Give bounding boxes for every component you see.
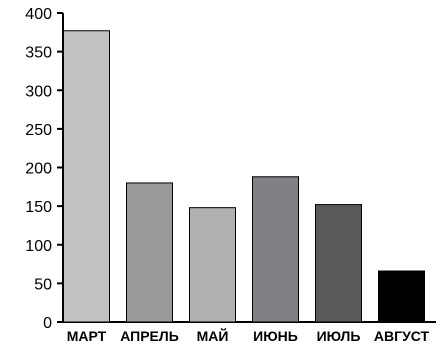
x-axis-labels: МАРТ АПРЕЛЬ МАЙ ИЮНЬ ИЮЛЬ АВГУСТ [67,327,430,344]
y-tick-label: 350 [25,45,52,62]
bars [63,30,425,323]
bar-6 [378,270,425,323]
y-tick-label: 150 [25,199,52,216]
y-tick-label: 0 [43,315,52,332]
bar-4 [252,176,299,323]
bar-3 [189,207,236,323]
bar-1 [63,30,110,323]
y-tick-label: 50 [34,276,52,293]
x-category-label: МАЙ [197,327,229,344]
y-tick-label: 100 [25,238,52,255]
y-tick-label: 250 [25,122,52,139]
bar-2 [126,182,173,323]
x-category-label: ИЮЛЬ [317,328,361,344]
y-tick-label: 200 [25,161,52,178]
x-category-label: МАРТ [67,328,107,344]
bar-5 [315,204,362,323]
x-category-label: АВГУСТ [374,328,430,344]
x-category-label: АПРЕЛЬ [120,328,179,344]
y-axis: 0 50 100 150 200 250 300 350 400 [25,6,436,332]
x-category-label: ИЮНЬ [253,328,298,344]
y-tick-label: 300 [25,83,52,100]
y-tick-label: 400 [25,6,52,23]
